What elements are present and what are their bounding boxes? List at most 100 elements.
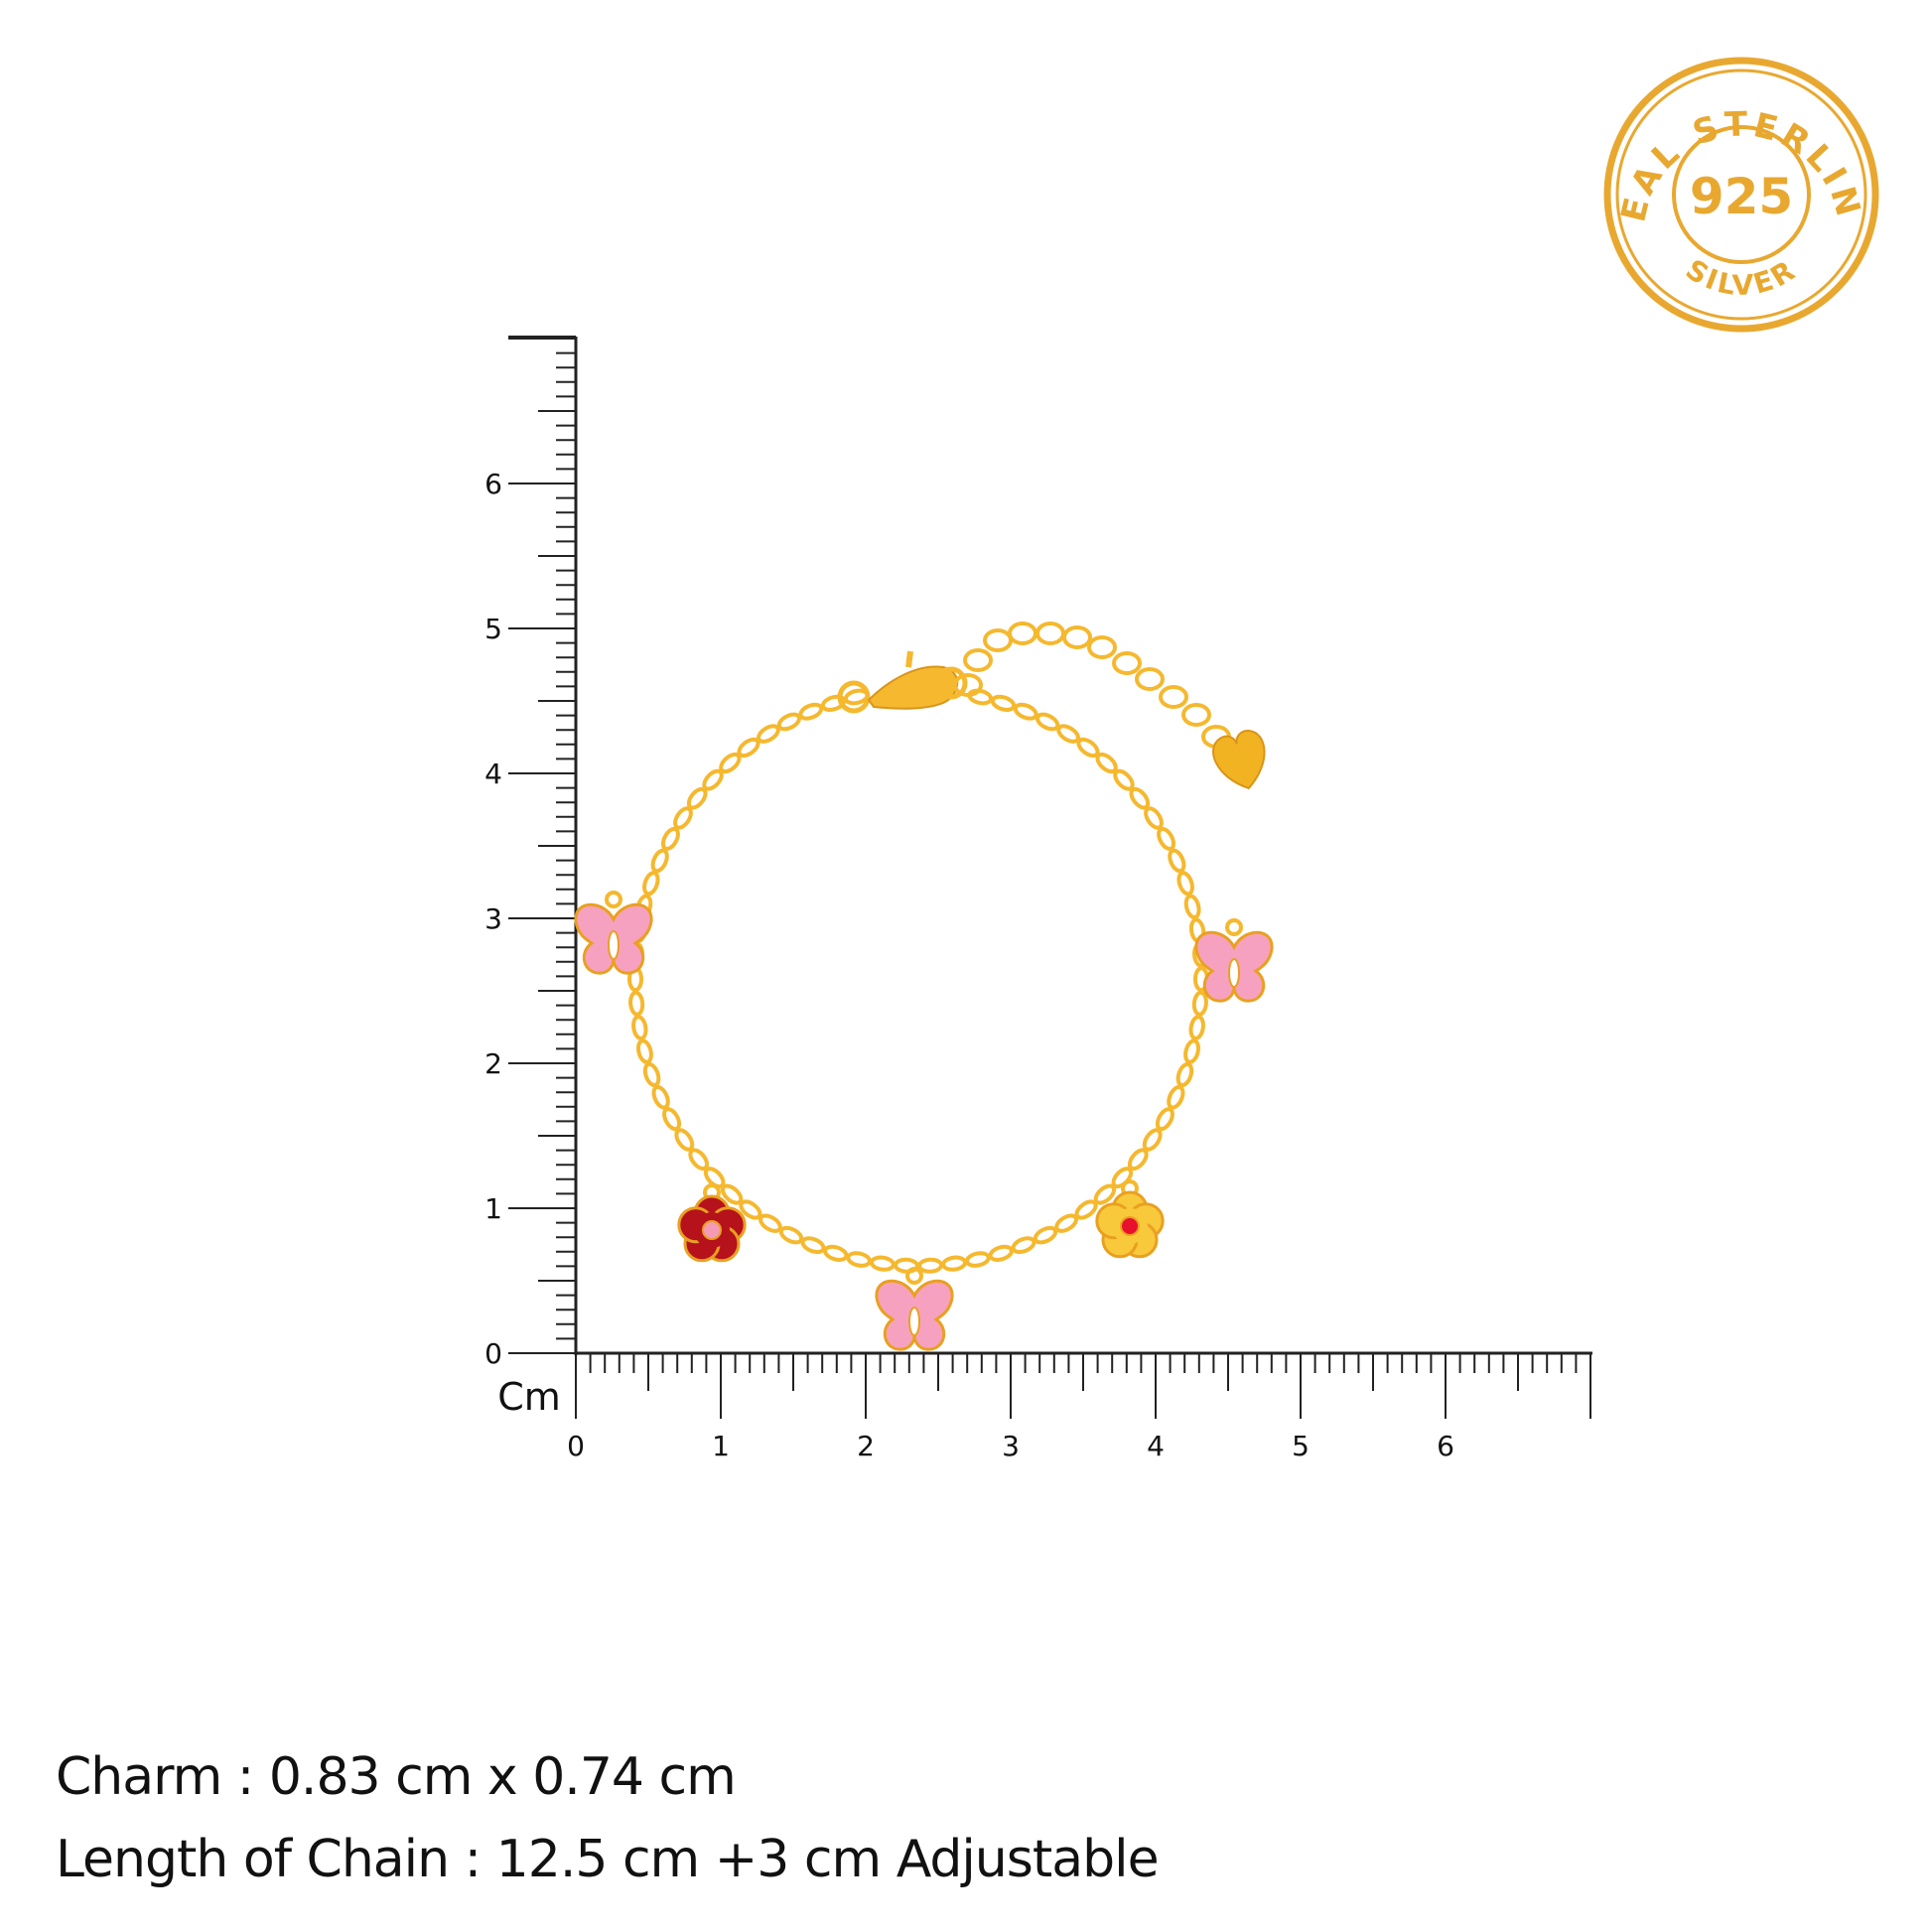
y-tick-label: 6 xyxy=(484,468,502,500)
butterfly-charm xyxy=(574,891,653,975)
x-tick-label: 4 xyxy=(1147,1430,1165,1462)
chain-link xyxy=(674,1128,695,1152)
chain-link xyxy=(990,694,1017,712)
chain-link xyxy=(720,1183,744,1205)
chain-link xyxy=(650,848,669,874)
chain-link xyxy=(823,1244,849,1262)
jump-ring xyxy=(837,680,871,714)
y-tick-label: 5 xyxy=(484,613,502,645)
charm-size-text: Charm : 0.83 cm x 0.74 cm xyxy=(56,1747,737,1807)
y-tick-label: 1 xyxy=(484,1192,502,1225)
chain-link xyxy=(631,1015,648,1040)
flower-charm xyxy=(677,1183,747,1263)
chain-link xyxy=(642,1061,661,1088)
chain-link xyxy=(702,768,724,791)
chain-link xyxy=(686,786,708,810)
chain-link xyxy=(1074,1199,1098,1220)
extension-chain-link xyxy=(963,648,993,672)
chain-link xyxy=(737,737,760,759)
chain-link xyxy=(703,1167,726,1189)
ruler: 0 1 2 3 4 5 6 0 1 2 3 4 5 6 xyxy=(484,336,1592,1462)
extension-chain-link xyxy=(1087,635,1117,659)
svg-text:REAL STERLING: REAL STERLING xyxy=(0,0,1868,225)
butterfly-charm xyxy=(875,1267,954,1351)
chain-link xyxy=(1013,702,1038,721)
flower-charm xyxy=(1095,1179,1165,1259)
chain-link xyxy=(1127,1148,1149,1172)
chain-link xyxy=(1183,894,1201,920)
sterling-silver-seal: REAL STERLING SILVER 925 xyxy=(0,0,1879,333)
extension-chain-link xyxy=(1181,703,1211,727)
ruler-unit-label: Cm xyxy=(497,1375,561,1419)
chain-link xyxy=(798,702,824,721)
chain-link xyxy=(739,1199,762,1220)
extension-chain-link xyxy=(1159,685,1188,709)
chain-link xyxy=(636,1038,653,1064)
chain-link xyxy=(1076,737,1100,759)
chain-link xyxy=(759,1213,782,1233)
chain-link xyxy=(1183,1038,1200,1064)
butterfly-charm xyxy=(1194,918,1274,1003)
chain-link xyxy=(988,1244,1014,1262)
x-tick-label: 3 xyxy=(1002,1430,1020,1462)
chain-length-text: Length of Chain : 12.5 cm +3 cm Adjustab… xyxy=(56,1830,1160,1889)
chain-link xyxy=(1191,990,1208,1017)
chain-link xyxy=(1033,1225,1058,1245)
extension-chain-link xyxy=(983,628,1013,652)
chain-link xyxy=(1054,1213,1078,1233)
chain-link xyxy=(651,1084,670,1110)
chain-link xyxy=(1155,1107,1174,1132)
seal-top-text: REAL STERLING xyxy=(0,0,1864,225)
chain-link xyxy=(1035,712,1060,732)
chain-link xyxy=(662,1107,682,1132)
extension-chain-link xyxy=(1135,667,1165,691)
x-tick-label: 2 xyxy=(857,1430,875,1462)
chain-link xyxy=(660,826,680,852)
chain-link xyxy=(1093,1183,1117,1205)
chain-link xyxy=(941,1255,968,1272)
chain-link xyxy=(1056,724,1080,744)
chain-link xyxy=(1095,752,1118,774)
chain-link xyxy=(1168,848,1186,874)
chain-link xyxy=(628,990,645,1017)
x-tick-label: 1 xyxy=(712,1430,730,1462)
extension-chain-link xyxy=(953,673,983,697)
extension-chain-link xyxy=(1062,625,1092,649)
chain-link xyxy=(1167,1084,1185,1110)
chain-link xyxy=(820,694,847,712)
extension-chain-link xyxy=(1008,621,1037,645)
heart-charm xyxy=(1212,730,1266,790)
chain-link xyxy=(1113,768,1135,791)
chain-link xyxy=(719,752,742,774)
chain-link xyxy=(1157,826,1176,852)
bracelet xyxy=(574,621,1274,1351)
chain-link xyxy=(757,724,780,744)
chain-link xyxy=(776,712,802,732)
y-tick-label: 0 xyxy=(484,1337,502,1370)
chain-link xyxy=(1011,1236,1036,1255)
chain-link xyxy=(688,1148,710,1172)
clasp-ring xyxy=(934,666,968,700)
seal-center-text: 925 xyxy=(1690,168,1793,225)
chain-link xyxy=(869,1255,896,1272)
chain-link xyxy=(965,1251,991,1268)
chain-link xyxy=(1176,871,1194,897)
chain-link xyxy=(1188,1015,1205,1040)
y-tick-label: 4 xyxy=(484,758,502,790)
chain-link xyxy=(1129,786,1151,810)
chain-link xyxy=(1144,806,1164,830)
seal-bottom-text: SILVER xyxy=(1680,253,1800,303)
x-tick-label: 0 xyxy=(567,1430,585,1462)
clasp-trigger xyxy=(905,650,913,668)
extension-chain-link xyxy=(1035,621,1065,645)
chain-link xyxy=(673,806,693,830)
chain-link xyxy=(893,1257,919,1274)
chain-link xyxy=(1142,1128,1163,1152)
y-tick-label: 3 xyxy=(484,902,502,935)
extension-chain-link xyxy=(1112,651,1142,675)
svg-text:SILVER: SILVER xyxy=(1680,253,1803,303)
chain-link xyxy=(1175,1061,1194,1088)
chain-link xyxy=(642,871,660,897)
x-tick-label: 6 xyxy=(1437,1430,1454,1462)
